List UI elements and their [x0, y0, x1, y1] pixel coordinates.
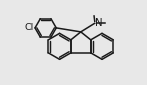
Text: Cl: Cl — [24, 23, 34, 32]
Text: N: N — [95, 18, 103, 28]
